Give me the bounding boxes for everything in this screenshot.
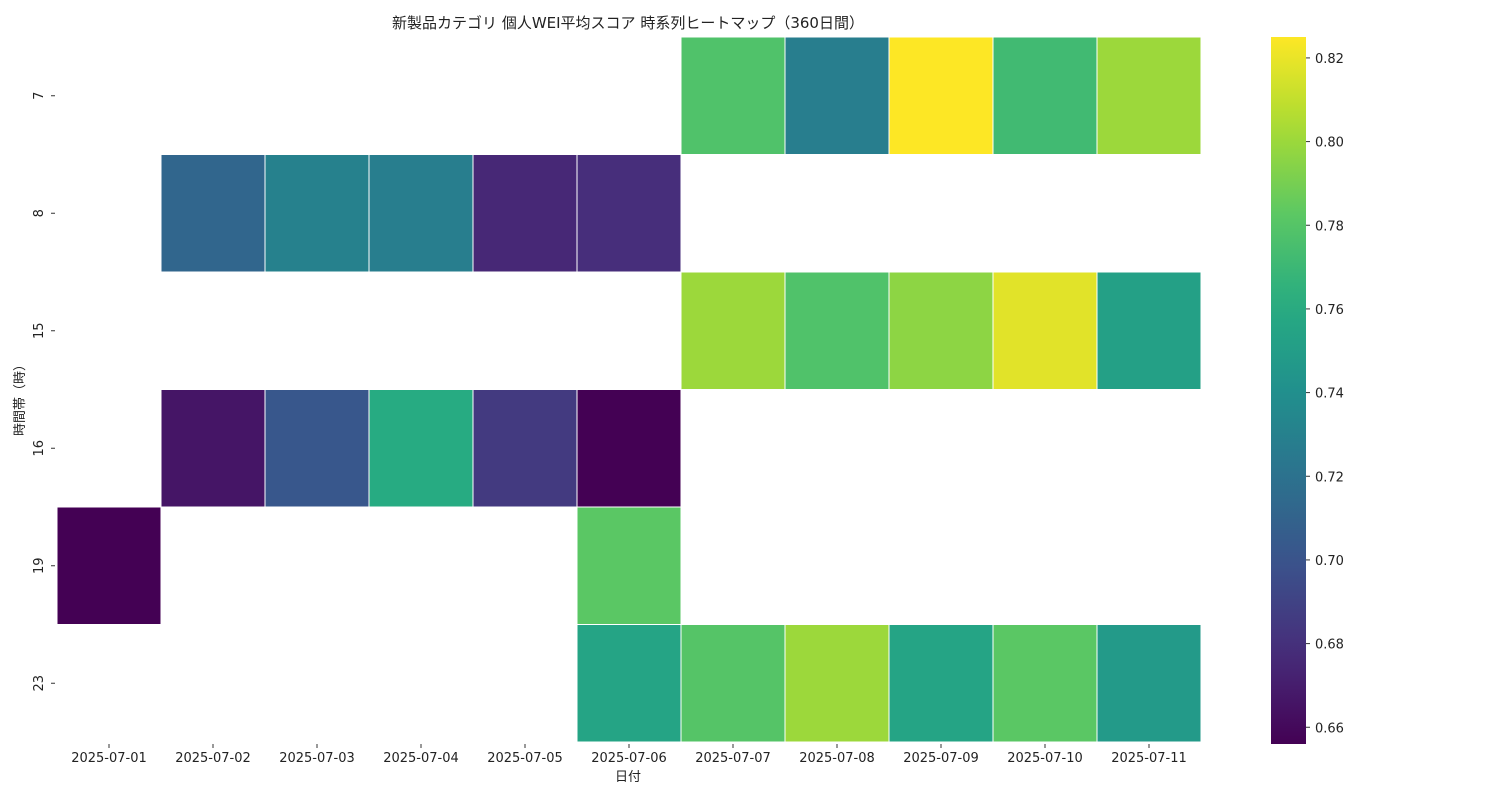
x-tick-label: 2025-07-04	[383, 751, 459, 766]
x-axis-label: 日付	[615, 770, 641, 785]
x-tick-label: 2025-07-08	[799, 751, 875, 766]
y-tick-label: 16	[32, 440, 47, 457]
heatmap-cell	[888, 36, 994, 155]
y-axis: 7 8 15 16 19 23	[32, 92, 55, 692]
heatmap-cell	[368, 389, 474, 508]
y-tick-label: 23	[32, 675, 47, 692]
x-tick-label: 2025-07-07	[695, 751, 771, 766]
x-tick-label: 2025-07-05	[487, 751, 563, 766]
colorbar-tick-label: 0.76	[1315, 303, 1344, 318]
x-tick-label: 2025-07-02	[175, 751, 251, 766]
x-axis: 2025-07-01 2025-07-02 2025-07-03 2025-07-04…	[71, 744, 1187, 766]
heatmap-cells	[56, 36, 1202, 743]
heatmap-cell	[472, 389, 578, 508]
heatmap-cell	[680, 271, 786, 390]
heatmap-cell	[992, 271, 1098, 390]
heatmap-cell	[368, 154, 474, 273]
heatmap-cell	[264, 154, 370, 273]
colorbar-tick-label: 0.72	[1315, 470, 1344, 485]
x-tick-label: 2025-07-06	[591, 751, 667, 766]
y-tick-label: 15	[32, 322, 47, 339]
heatmap-cell	[576, 389, 682, 508]
x-tick-label: 2025-07-09	[903, 751, 979, 766]
x-tick-label: 2025-07-10	[1007, 751, 1083, 766]
heatmap-cell	[472, 154, 578, 273]
colorbar-gradient	[1271, 37, 1306, 744]
heatmap-cell	[784, 271, 890, 390]
heatmap-cell	[680, 36, 786, 155]
heatmap-cell	[576, 506, 682, 625]
heatmap-cell	[56, 506, 162, 625]
heatmap-cell	[264, 389, 370, 508]
heatmap-cell	[888, 624, 994, 743]
y-tick-label: 7	[32, 92, 47, 100]
colorbar-tick-label: 0.66	[1315, 721, 1344, 736]
y-tick-label: 8	[32, 209, 47, 217]
heatmap-cell	[680, 624, 786, 743]
colorbar-tick-label: 0.68	[1315, 638, 1344, 653]
heatmap-cell	[784, 624, 890, 743]
heatmap-cell	[1096, 36, 1202, 155]
heatmap-cell	[576, 624, 682, 743]
x-tick-label: 2025-07-03	[279, 751, 355, 766]
heatmap-cell	[160, 154, 266, 273]
heatmap-cell	[576, 154, 682, 273]
heatmap-cell	[784, 36, 890, 155]
colorbar-tick-label: 0.82	[1315, 52, 1344, 67]
colorbar: 0.66 0.68 0.70 0.72 0.74 0.76 0.78 0.80 0.82	[1271, 37, 1344, 744]
heatmap-cell	[992, 36, 1098, 155]
heatmap-cell	[160, 389, 266, 508]
heatmap-cell	[888, 271, 994, 390]
chart-title: 新製品カテゴリ 個人WEI平均スコア 時系列ヒートマップ（360日間）	[392, 14, 864, 32]
x-tick-label: 2025-07-11	[1111, 751, 1187, 766]
colorbar-tick-label: 0.78	[1315, 219, 1344, 234]
heatmap-cell	[1096, 271, 1202, 390]
colorbar-tick-label: 0.74	[1315, 387, 1344, 402]
colorbar-tick-label: 0.80	[1315, 136, 1344, 151]
heatmap-cell	[992, 624, 1098, 743]
y-axis-label: 時間帯（時）	[13, 358, 28, 436]
heatmap-cell	[1096, 624, 1202, 743]
colorbar-tick-label: 0.70	[1315, 554, 1344, 569]
x-tick-label: 2025-07-01	[71, 751, 147, 766]
y-tick-label: 19	[32, 557, 47, 574]
